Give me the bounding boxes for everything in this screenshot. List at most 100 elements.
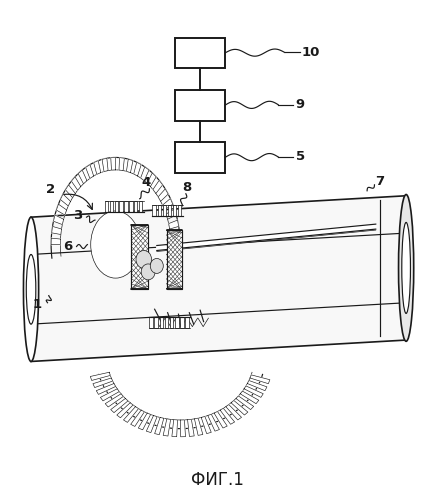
Polygon shape: [243, 386, 263, 397]
Circle shape: [136, 250, 151, 268]
Bar: [149, 317, 152, 328]
Bar: [178, 205, 181, 216]
Polygon shape: [187, 419, 194, 437]
Bar: [172, 205, 176, 216]
Bar: [119, 201, 122, 212]
Text: 6: 6: [63, 240, 72, 253]
Text: 8: 8: [182, 181, 191, 194]
Polygon shape: [60, 194, 70, 206]
Ellipse shape: [401, 223, 410, 313]
Polygon shape: [85, 165, 93, 179]
Polygon shape: [214, 412, 227, 428]
Bar: [138, 201, 142, 212]
Polygon shape: [171, 244, 180, 250]
Polygon shape: [96, 384, 115, 394]
Polygon shape: [105, 394, 123, 407]
Polygon shape: [171, 420, 177, 437]
Polygon shape: [147, 173, 156, 187]
Circle shape: [141, 264, 155, 280]
Bar: [180, 317, 183, 328]
Polygon shape: [168, 220, 178, 229]
Ellipse shape: [26, 254, 36, 324]
Polygon shape: [100, 389, 119, 401]
Polygon shape: [154, 418, 163, 435]
Polygon shape: [201, 417, 211, 434]
Polygon shape: [130, 410, 144, 427]
Text: 9: 9: [295, 98, 304, 111]
Bar: [124, 201, 128, 212]
Text: 7: 7: [375, 175, 384, 188]
Bar: [167, 205, 171, 216]
Bar: [169, 317, 173, 328]
Polygon shape: [194, 418, 202, 435]
Polygon shape: [146, 416, 157, 433]
Polygon shape: [220, 408, 234, 424]
Polygon shape: [111, 399, 128, 413]
Polygon shape: [71, 177, 81, 190]
Polygon shape: [140, 167, 149, 181]
Text: ФИГ.1: ФИГ.1: [191, 472, 243, 490]
Ellipse shape: [23, 217, 39, 361]
Bar: [131, 225, 148, 289]
Text: 2: 2: [46, 183, 55, 196]
Bar: [152, 205, 156, 216]
Bar: [105, 201, 108, 212]
Polygon shape: [138, 413, 150, 430]
Bar: [162, 205, 166, 216]
Bar: [134, 201, 137, 212]
Polygon shape: [102, 158, 108, 172]
Polygon shape: [162, 199, 172, 210]
Text: 5: 5: [295, 150, 304, 164]
Polygon shape: [170, 232, 180, 239]
Bar: [154, 317, 158, 328]
Polygon shape: [31, 196, 405, 361]
Polygon shape: [51, 238, 60, 245]
Polygon shape: [180, 420, 185, 437]
Polygon shape: [225, 405, 241, 420]
Text: 4: 4: [141, 176, 150, 189]
Polygon shape: [250, 375, 269, 384]
Polygon shape: [207, 414, 219, 431]
Polygon shape: [52, 227, 61, 235]
Bar: [157, 205, 161, 216]
Bar: [164, 317, 168, 328]
Polygon shape: [56, 204, 66, 215]
Polygon shape: [78, 170, 87, 184]
Bar: [175, 142, 224, 173]
Bar: [109, 201, 113, 212]
Circle shape: [150, 258, 163, 273]
Text: 1: 1: [33, 298, 42, 311]
Ellipse shape: [398, 195, 413, 341]
Bar: [175, 90, 224, 121]
Bar: [185, 317, 188, 328]
Bar: [174, 317, 178, 328]
Polygon shape: [158, 189, 168, 201]
Polygon shape: [111, 158, 115, 170]
Bar: [114, 201, 118, 212]
Text: 10: 10: [301, 46, 320, 59]
Polygon shape: [163, 419, 170, 436]
Polygon shape: [123, 407, 138, 422]
Polygon shape: [53, 215, 63, 225]
Bar: [129, 201, 132, 212]
Text: 3: 3: [73, 209, 82, 222]
Polygon shape: [133, 162, 141, 176]
Bar: [175, 37, 224, 68]
Bar: [159, 317, 163, 328]
Polygon shape: [153, 180, 162, 194]
Polygon shape: [235, 396, 253, 410]
Polygon shape: [93, 161, 101, 174]
Polygon shape: [65, 185, 75, 198]
Polygon shape: [230, 401, 247, 415]
Polygon shape: [119, 158, 124, 171]
Polygon shape: [166, 209, 176, 219]
Polygon shape: [90, 372, 110, 380]
Polygon shape: [247, 381, 266, 391]
Polygon shape: [126, 159, 133, 173]
Polygon shape: [240, 391, 258, 404]
Polygon shape: [156, 224, 375, 250]
Polygon shape: [93, 378, 112, 388]
Polygon shape: [117, 403, 133, 418]
Bar: [166, 230, 181, 289]
Ellipse shape: [91, 211, 140, 278]
